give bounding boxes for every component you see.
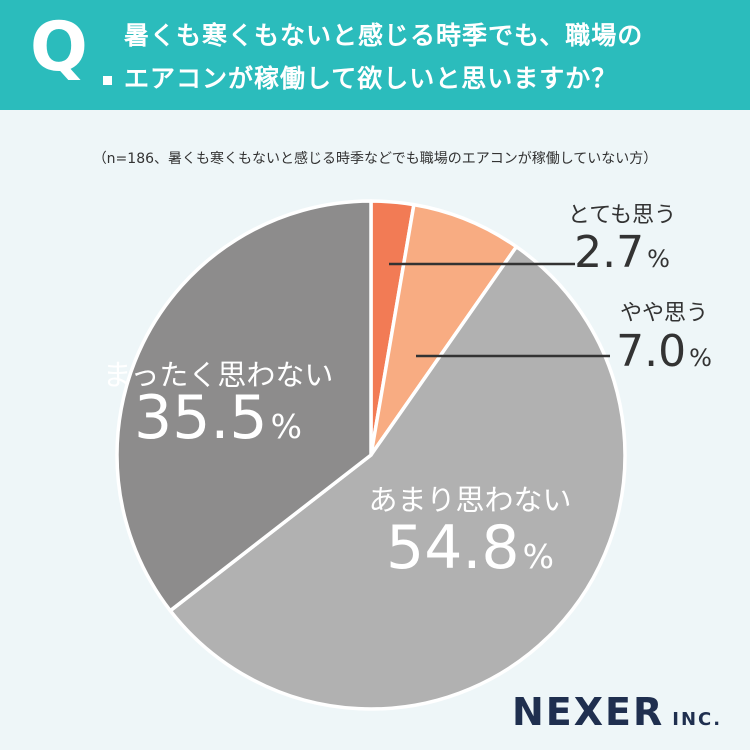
- slice-label-not-at-all: まったく思わない: [103, 358, 334, 392]
- q-dot: [103, 76, 112, 85]
- question-line-2: エアコンが稼働して欲しいと思いますか？: [124, 64, 618, 93]
- slice-label-not-much: あまり思わない: [368, 483, 571, 517]
- nexer-logo: NEXER INC.: [512, 690, 722, 734]
- logo-sub: INC.: [672, 709, 723, 730]
- pie-slice-somewhat: [369, 202, 519, 457]
- slice-label-very-much: とても思う: [568, 203, 676, 228]
- question-header: Q 暑くも寒くもないと感じる時季でも、職場の エアコンが稼働して欲しいと思います…: [0, 0, 750, 110]
- slice-value-somewhat: 7.0%: [616, 326, 712, 377]
- question-line-1: 暑くも寒くもないと感じる時季でも、職場の: [124, 21, 644, 50]
- slice-value-not-much: 54.8%: [386, 513, 554, 583]
- logo-main: NEXER: [512, 690, 665, 734]
- slice-value-very-much: 2.7%: [574, 227, 670, 278]
- q-mark: Q: [30, 8, 88, 87]
- pie-slice-not-much: [168, 244, 627, 711]
- slice-label-somewhat: やや思う: [620, 301, 708, 326]
- pie-slice-not-at-all: [115, 199, 373, 613]
- slice-value-not-at-all: 35.5%: [134, 383, 302, 453]
- chart-subtitle: （n=186、暑くも寒くもないと感じる時季などでも職場のエアコンが稼働していない…: [92, 151, 658, 167]
